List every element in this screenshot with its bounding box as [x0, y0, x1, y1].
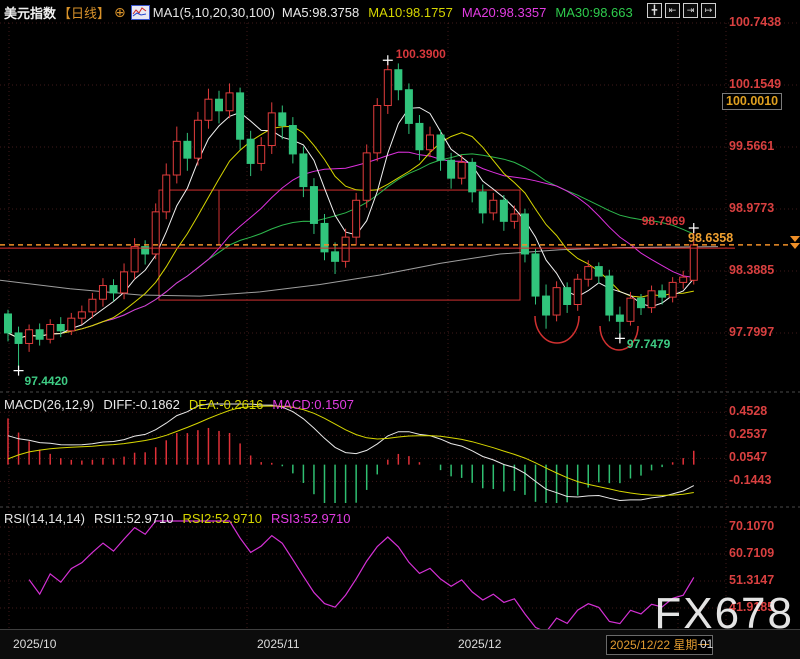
- indicator-value-label: MA5:98.3758: [281, 4, 360, 20]
- scale-left-icon[interactable]: ⇤: [665, 3, 680, 18]
- rsi-axis-tick-label: 60.7109: [729, 545, 775, 560]
- jump-to-latest-icon[interactable]: ↦: [701, 3, 716, 18]
- price-axis-tick-label: 97.7997: [729, 324, 775, 339]
- mini-chart-icon: [130, 4, 150, 20]
- ma-settings-label: MA1(5,10,20,30,100): [152, 4, 275, 20]
- price-axis-tick-label: 98.3885: [729, 262, 775, 277]
- chart-header: 美元指数 【日线】 ⊕ MA1(5,10,20,30,100) MA5:98.3…: [4, 2, 642, 22]
- next-month-label: 01: [700, 637, 714, 651]
- price-axis-tick-label: 99.5661: [729, 138, 775, 153]
- rsi-values: RSI1:52.9710 RSI2:52.9710 RSI3:52.9710: [94, 511, 360, 526]
- indicator-value-label: MA10:98.1757: [368, 4, 453, 20]
- macd-axis-tick-label: 0.2537: [729, 427, 768, 442]
- price-pointer-icon: [790, 243, 800, 249]
- indicator-value-label: DEA:-0.2616: [188, 397, 264, 412]
- indicator-value-label: RSI1:52.9710: [93, 511, 174, 526]
- price-axis-tick-label: 98.9773: [729, 200, 775, 215]
- price-level-100-label: 100.0010: [722, 93, 783, 110]
- rsi-params-label: RSI(14,14,14): [4, 511, 85, 526]
- watermark: FX678: [654, 589, 794, 638]
- instrument-title: 美元指数: [4, 5, 57, 21]
- price-axis: 100.7438 100.1549 99.5661 98.9773 98.3885 97.…: [729, 0, 799, 659]
- indicator-value-label: RSI2:52.9710: [182, 511, 262, 526]
- rsi-axis-tick-label: 70.1070: [729, 519, 775, 533]
- date-tick-label: 2025/12: [458, 637, 502, 651]
- indicator-value-label: MACD:0.1507: [272, 397, 354, 412]
- price-pointer-icon: [790, 236, 800, 242]
- indicator-value-label: MA20:98.3357: [461, 4, 547, 20]
- macd-params-label: MACD(26,12,9): [4, 397, 95, 412]
- price-marker-label: 97.7479: [626, 337, 671, 352]
- macd-label-row: MACD(26,12,9) DIFF:-0.1862 DEA:-0.2616 MAC…: [4, 397, 372, 412]
- scale-right-icon[interactable]: ⇥: [683, 3, 698, 18]
- rsi-label-row: RSI(14,14,14) RSI1:52.9710 RSI2:52.9710 RS…: [4, 511, 368, 526]
- pan-tool-icon[interactable]: ╋: [647, 3, 662, 18]
- price-marker-label: 98.7969: [641, 213, 686, 228]
- chart-toolbar: ╋ ⇤ ⇥ ↦: [644, 3, 716, 18]
- date-tick-label: 2025/10: [13, 637, 57, 651]
- date-tick-label: 2025/11: [257, 637, 300, 651]
- price-marker-label: 97.4420: [24, 373, 68, 388]
- indicator-value-label: RSI3:52.9710: [270, 511, 351, 526]
- rsi-axis-tick-label: 41.9185: [729, 599, 775, 614]
- add-indicator-icon[interactable]: ⊕: [114, 3, 126, 20]
- price-marker-label: 100.3900: [395, 47, 446, 62]
- macd-values: DIFF:-0.1862 DEA:-0.2616 MACD:0.1507: [103, 397, 363, 412]
- indicator-value-label: DIFF:-0.1862: [103, 397, 180, 412]
- price-axis-tick-label: 100.1549: [729, 76, 782, 91]
- price-axis-tick-label: 100.7438: [729, 15, 782, 29]
- period-label: 【日线】: [58, 5, 111, 21]
- ma-values: MA5:98.3758 MA10:98.1757 MA20:98.3357 MA30:…: [282, 5, 642, 20]
- current-price-label: 98.6358: [688, 231, 734, 245]
- selected-date-label: 2025/12/22 星期一: [606, 635, 714, 655]
- macd-axis-tick-label: 0.0547: [729, 450, 768, 465]
- date-axis: 2025/12/22 星期一 01 2025/10 2025/11 2025/12: [0, 629, 800, 659]
- macd-axis-tick-label: -0.1443: [729, 473, 772, 488]
- rsi-axis-tick-label: 51.3147: [729, 572, 775, 587]
- indicator-value-label: MA30:98.663: [555, 4, 633, 20]
- macd-axis-tick-label: 0.4528: [729, 404, 768, 419]
